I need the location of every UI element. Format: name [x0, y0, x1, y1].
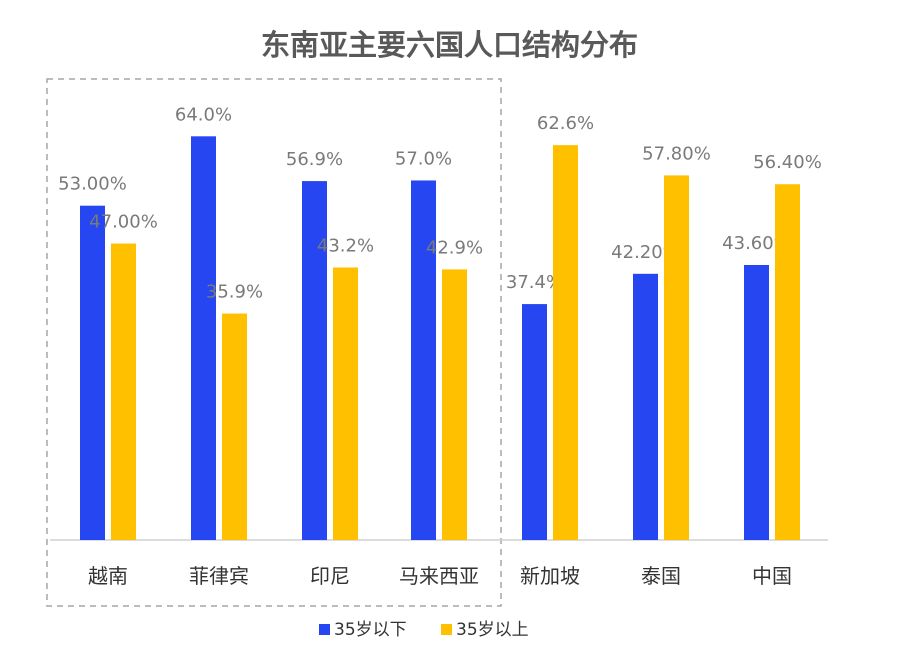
data-label-over35-1: 35.9%	[206, 282, 263, 303]
bar-under35-4	[522, 304, 547, 540]
data-label-under35-4: 37.4%	[506, 272, 563, 293]
bar-over35-4	[553, 145, 578, 540]
bar-over35-5	[664, 175, 689, 540]
bar-under35-1	[191, 136, 216, 541]
bar-over35-2	[333, 267, 358, 540]
data-label-over35-3: 42.9%	[426, 237, 483, 258]
legend-swatch-under35	[319, 624, 330, 635]
bar-over35-3	[442, 269, 467, 540]
data-label-under35-3: 57.0%	[395, 148, 452, 169]
data-label-under35-5: 42.20%	[611, 242, 680, 263]
category-label-3: 马来西亚	[399, 564, 479, 588]
bar-under35-6	[744, 264, 769, 540]
category-label-4: 新加坡	[520, 564, 580, 588]
data-label-under35-2: 56.9%	[286, 149, 343, 170]
legend-label-over35: 35岁以上	[456, 620, 529, 640]
bar-under35-3	[411, 180, 436, 540]
data-label-over35-0: 47.00%	[89, 212, 158, 233]
category-label-5: 泰国	[641, 564, 681, 588]
legend-label-under35: 35岁以下	[334, 620, 407, 640]
bar-under35-0	[80, 205, 105, 540]
bar-over35-0	[111, 243, 136, 541]
category-label-6: 中国	[752, 564, 792, 588]
data-label-over35-5: 57.80%	[642, 143, 711, 164]
chart-title: 东南亚主要六国人口结构分布	[260, 28, 638, 62]
bar-over35-1	[222, 313, 247, 540]
legend-swatch-over35	[441, 624, 452, 635]
data-label-over35-4: 62.6%	[537, 113, 594, 134]
data-label-under35-0: 53.00%	[58, 174, 127, 195]
data-label-over35-2: 43.2%	[317, 236, 374, 257]
category-label-0: 越南	[88, 564, 128, 588]
data-label-under35-6: 43.60%	[722, 233, 791, 254]
category-label-2: 印尼	[310, 564, 350, 588]
highlight-box	[46, 78, 502, 607]
bar-under35-2	[302, 181, 327, 541]
bar-under35-5	[633, 273, 658, 540]
data-label-under35-1: 64.0%	[175, 104, 232, 125]
bar-over35-6	[775, 184, 800, 540]
category-label-1: 菲律宾	[189, 564, 249, 588]
data-label-over35-6: 56.40%	[753, 152, 822, 173]
